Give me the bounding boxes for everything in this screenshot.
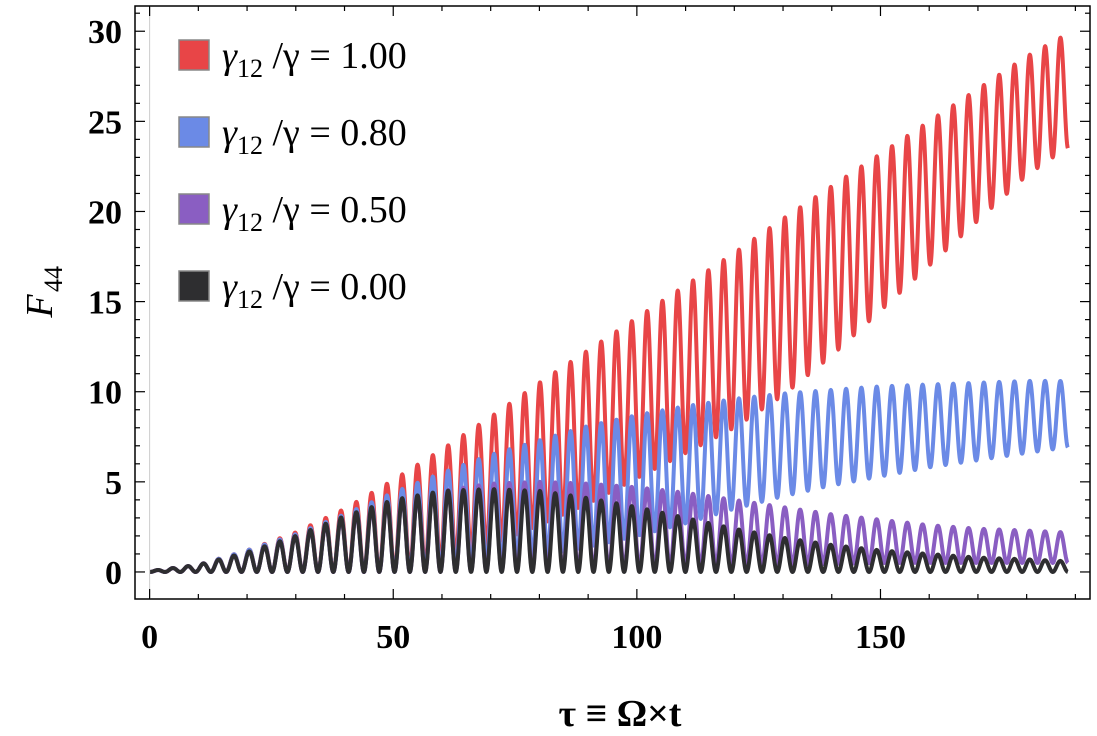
y-tick-label: 25 (88, 104, 122, 141)
y-tick-label: 20 (88, 194, 122, 231)
legend-swatch (178, 39, 210, 71)
series-line-3 (147, 487, 1070, 574)
x-tick-label: 50 (376, 619, 410, 656)
y-axis-title-subscript: 44 (39, 266, 68, 292)
y-tick-label: 5 (105, 465, 122, 502)
x-tick-label: 0 (141, 619, 158, 656)
y-tick-label: 15 (88, 285, 122, 322)
x-axis-title: τ ≡ Ω×t (559, 693, 682, 735)
legend-label: γ12 /γ = 0.50 (222, 189, 407, 237)
legend-label: γ12 /γ = 0.00 (222, 266, 407, 314)
x-tick-label: 100 (611, 619, 662, 656)
legend-swatch (178, 270, 210, 302)
y-tick-label: 10 (88, 375, 122, 412)
series-layer (147, 35, 1070, 574)
legend-label: γ12 /γ = 0.80 (222, 112, 407, 160)
y-axis-title-main: F (19, 294, 61, 319)
x-tick-label: 150 (855, 619, 906, 656)
legend-entry: γ12 /γ = 0.00 (178, 266, 407, 314)
legend: γ12 /γ = 1.00 γ12 /γ = 0.80 γ12 /γ = 0.50 γ… (178, 35, 407, 314)
legend-entry: γ12 /γ = 0.50 (178, 189, 407, 237)
legend-swatch (178, 116, 210, 148)
legend-swatch (178, 193, 210, 225)
legend-entry: γ12 /γ = 1.00 (178, 35, 407, 83)
plot-frame (134, 5, 1091, 600)
legend-entry: γ12 /γ = 0.80 (178, 112, 407, 160)
ticks-layer (135, 6, 1090, 599)
legend-label: γ12 /γ = 1.00 (222, 35, 407, 83)
y-tick-label: 0 (105, 555, 122, 592)
y-axis-title: F 44 (19, 266, 68, 319)
tick-labels-layer: 0 50 100 150 0 5 10 15 20 25 30 (88, 14, 906, 656)
y-tick-label: 30 (88, 14, 122, 51)
